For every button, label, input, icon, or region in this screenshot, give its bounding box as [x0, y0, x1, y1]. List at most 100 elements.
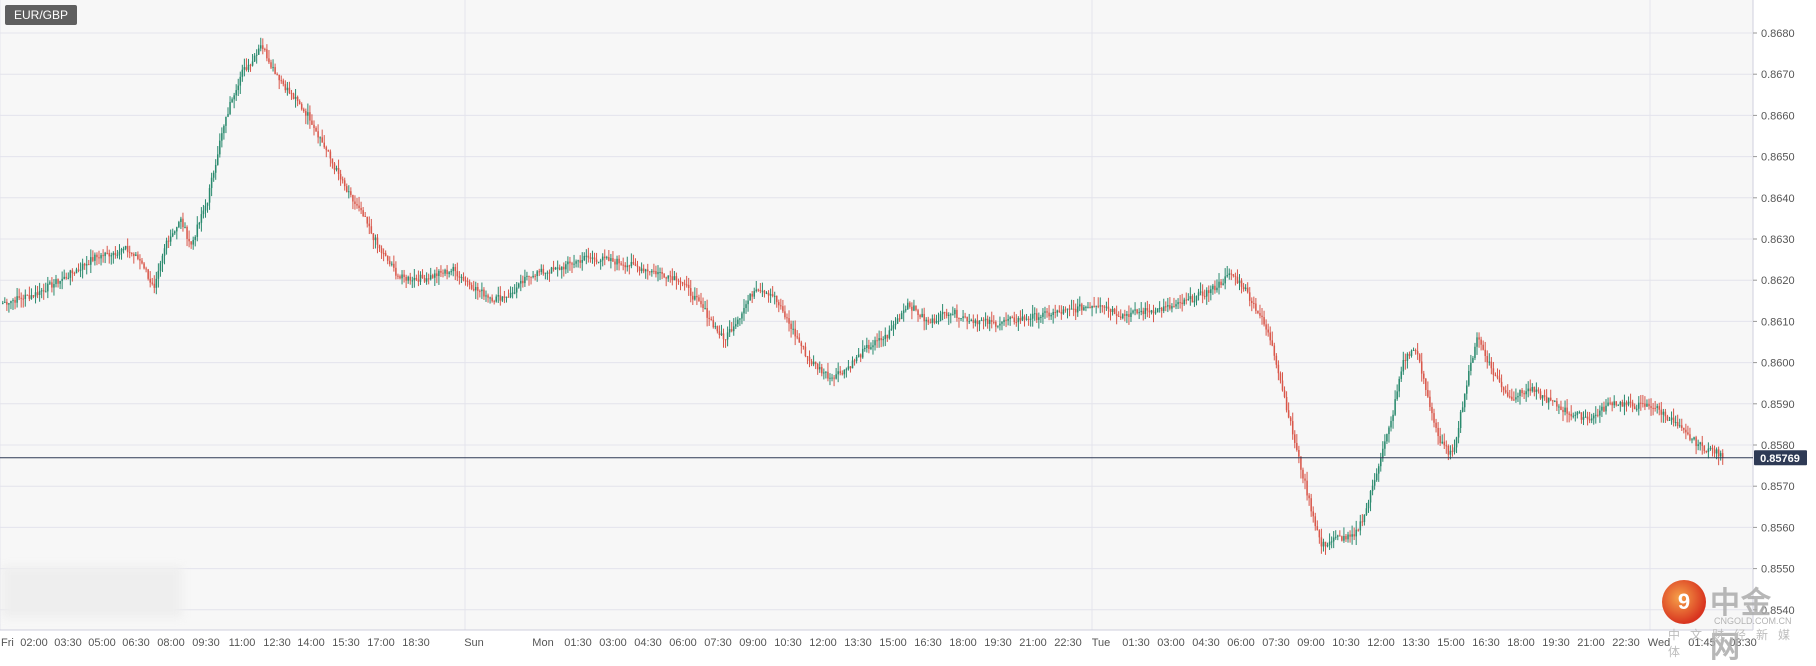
candle [268, 50, 270, 65]
candle [1113, 307, 1116, 315]
candle [1048, 305, 1050, 321]
candle [1314, 512, 1317, 531]
candle [886, 334, 889, 342]
x-time-label: 06:30 [122, 637, 150, 649]
candle [415, 274, 418, 281]
candle [2, 300, 4, 305]
candle [806, 355, 809, 365]
candle [1599, 405, 1601, 423]
current-price-label: 0.85769 [1760, 453, 1800, 465]
candle [1302, 467, 1304, 484]
candle [1228, 268, 1231, 280]
candle [1316, 520, 1319, 531]
candle [528, 275, 530, 286]
candle [1261, 307, 1263, 325]
candle [1459, 409, 1462, 433]
candle [149, 271, 151, 288]
x-time-label: 22:30 [1054, 637, 1082, 649]
candle [837, 362, 839, 383]
candle [405, 274, 407, 289]
candle [1474, 342, 1476, 361]
candle [1081, 302, 1083, 315]
candle [1365, 502, 1368, 516]
candle [98, 250, 100, 265]
candle [1019, 310, 1022, 324]
candle [1072, 300, 1075, 317]
price-chart[interactable]: 0.8680 0.8670 0.8660 0.8650 0.8640 0.8630 0.86… [0, 0, 1816, 652]
candle [1439, 427, 1441, 446]
x-time-label: 01:45 [1688, 637, 1716, 649]
candle [1572, 412, 1575, 419]
candle [479, 289, 481, 298]
candle [761, 282, 764, 297]
candle [1592, 412, 1595, 425]
candle [1005, 312, 1007, 328]
candle [1210, 285, 1212, 301]
candle [219, 133, 221, 158]
candle [1150, 309, 1153, 315]
x-time-label: 07:30 [1262, 637, 1290, 649]
candle [1279, 371, 1282, 384]
candle [419, 271, 422, 285]
candle [1717, 446, 1720, 466]
candle [1388, 425, 1390, 443]
candle [49, 280, 51, 286]
candle [849, 366, 852, 373]
symbol-label: EUR/GBP [5, 5, 78, 25]
candle [1343, 527, 1345, 543]
candle [1312, 506, 1314, 523]
candle [728, 320, 731, 338]
candle [38, 282, 41, 302]
candle [976, 314, 979, 332]
candle [1236, 269, 1239, 284]
candle [1259, 304, 1261, 319]
candle [896, 314, 899, 324]
candle [1361, 514, 1364, 527]
candle [161, 253, 164, 273]
candle [1601, 402, 1603, 418]
candle [464, 276, 467, 286]
candle [1633, 403, 1636, 410]
candle [747, 294, 749, 312]
candle [75, 267, 78, 274]
x-time-label: 03:30 [54, 637, 82, 649]
x-time-label: 08:00 [157, 637, 185, 649]
candle [206, 202, 209, 213]
candle [567, 256, 569, 273]
candle [1410, 349, 1413, 358]
candle [233, 92, 235, 109]
candle [796, 330, 798, 340]
candle [96, 252, 98, 266]
candle [687, 277, 690, 296]
candle [638, 266, 641, 276]
candle [1623, 394, 1626, 416]
candle [434, 269, 436, 286]
candle [683, 279, 686, 291]
candle [370, 218, 373, 235]
candle [55, 274, 57, 288]
candle [1394, 390, 1396, 417]
candle [964, 312, 966, 319]
candle [331, 158, 334, 169]
candle [262, 38, 264, 55]
candle [1351, 525, 1353, 545]
candle [1291, 412, 1294, 440]
candle [990, 311, 993, 329]
candle [51, 277, 53, 293]
candle [1603, 401, 1605, 413]
candle [915, 305, 917, 312]
candle [71, 268, 74, 282]
candle [325, 145, 328, 158]
candle [509, 286, 512, 299]
candle [1412, 347, 1415, 351]
candle [454, 263, 457, 281]
candle [173, 230, 176, 235]
candle [1038, 312, 1040, 329]
candle [835, 367, 837, 380]
candle [919, 313, 921, 320]
candle [182, 212, 184, 232]
candle [356, 197, 358, 209]
candle [1023, 314, 1026, 327]
candle [1566, 399, 1568, 423]
candle [843, 369, 846, 379]
